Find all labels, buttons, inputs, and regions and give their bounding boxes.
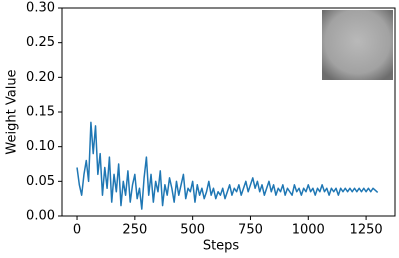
x-tick-label: 250 [122,223,147,238]
x-tick-label: 500 [180,223,205,238]
x-axis-label: Steps [203,239,240,254]
y-tick-label: 0.00 [26,209,55,224]
x-tick-label: 750 [238,223,263,238]
y-tick-label: 0.25 [26,35,55,50]
x-tick-label: 1250 [350,223,383,238]
y-tick-label: 0.20 [26,70,55,85]
y-tick-label: 0.30 [26,1,55,16]
y-tick-label: 0.15 [26,105,55,120]
data-line [76,121,379,210]
inset-image [322,10,393,80]
y-axis-label: Weight Value [5,69,20,154]
x-tick-label: 0 [73,223,81,238]
x-tick-label: 1000 [292,223,325,238]
y-tick-label: 0.05 [26,174,55,189]
y-tick-label: 0.10 [26,139,55,154]
